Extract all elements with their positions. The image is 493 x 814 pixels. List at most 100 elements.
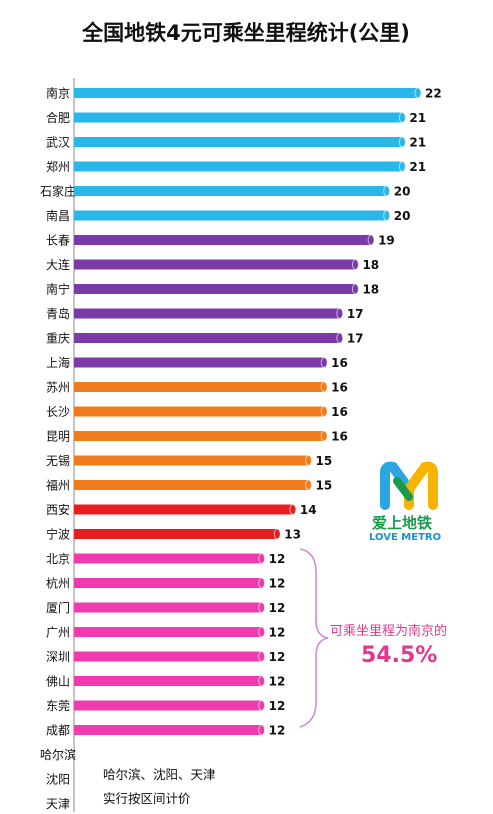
- value-label: 16: [331, 356, 348, 370]
- value-label: 12: [269, 699, 286, 713]
- bar: [74, 112, 403, 123]
- bar: [74, 235, 372, 245]
- bar-end-cap: [258, 724, 266, 736]
- bar: [74, 578, 262, 588]
- bar: [74, 333, 340, 343]
- category-label: 深圳: [46, 650, 70, 664]
- value-label: 12: [269, 552, 286, 566]
- bar: [74, 210, 387, 221]
- bar-end-cap: [258, 651, 266, 662]
- love-metro-logo: [380, 461, 438, 510]
- value-label: 21: [409, 111, 426, 125]
- bar-end-cap: [273, 528, 281, 540]
- group-brace: [299, 548, 329, 728]
- bar: [74, 553, 262, 564]
- bar-end-cap: [320, 406, 328, 417]
- category-label: 佛山: [46, 675, 70, 689]
- annotation-percent: 54.5%: [361, 643, 438, 668]
- bar-end-cap: [336, 332, 344, 344]
- value-label: 12: [269, 601, 286, 615]
- category-label: 沈阳: [46, 772, 70, 787]
- category-label: 天津: [46, 797, 70, 811]
- value-label: 12: [269, 724, 286, 738]
- bar-end-cap: [258, 626, 266, 638]
- value-label: 12: [269, 675, 286, 689]
- category-label: 长春: [46, 234, 70, 248]
- value-label: 18: [362, 258, 379, 272]
- category-label: 郑州: [46, 159, 70, 174]
- bar-end-cap: [258, 602, 266, 613]
- bar: [74, 480, 309, 490]
- bar: [74, 700, 262, 711]
- logo-text-en: LOVE METRO: [369, 532, 442, 543]
- bar-end-cap: [398, 161, 406, 172]
- bar-end-cap: [336, 308, 344, 319]
- note-line-1: 哈尔滨、沈阳、天津: [103, 767, 216, 782]
- note-line-2: 实行按区间计价: [103, 791, 191, 806]
- category-label: 石家庄: [40, 184, 76, 199]
- category-label: 广州: [46, 626, 70, 640]
- bar-end-cap: [305, 455, 313, 466]
- bar: [74, 431, 325, 441]
- bar: [74, 259, 356, 270]
- chart-title: 全国地铁4元可乘坐里程统计(公里): [81, 21, 410, 45]
- value-label: 20: [394, 209, 411, 223]
- value-label: 14: [300, 503, 317, 517]
- category-label: 东莞: [46, 699, 70, 713]
- category-label: 合肥: [46, 110, 70, 125]
- bar: [74, 676, 262, 686]
- value-label: 12: [269, 650, 286, 664]
- bar: [74, 627, 262, 637]
- value-label: 19: [378, 234, 395, 248]
- bar-end-cap: [398, 112, 406, 123]
- category-label: 青岛: [46, 306, 70, 321]
- bar: [74, 357, 325, 368]
- category-label: 无锡: [46, 453, 70, 468]
- bar: [74, 455, 309, 466]
- category-label: 长沙: [46, 405, 70, 419]
- category-label: 南昌: [46, 208, 70, 223]
- bar-end-cap: [289, 504, 297, 515]
- value-label: 17: [347, 307, 364, 321]
- bar-end-cap: [367, 234, 375, 246]
- bar: [74, 382, 325, 392]
- value-label: 21: [409, 136, 426, 150]
- value-label: 15: [316, 479, 333, 493]
- logo-text-cn: 爱上地铁: [372, 514, 433, 532]
- bar-end-cap: [414, 87, 422, 99]
- bar: [74, 137, 403, 147]
- bar-end-cap: [320, 357, 328, 368]
- bar: [74, 161, 403, 172]
- value-label: 20: [394, 185, 411, 199]
- category-label: 昆明: [46, 430, 70, 444]
- category-label: 上海: [46, 355, 70, 370]
- value-label: 12: [269, 626, 286, 640]
- bar: [74, 88, 418, 98]
- value-label: 18: [362, 283, 379, 297]
- bar: [74, 186, 387, 196]
- category-label: 福州: [46, 478, 70, 493]
- category-label: 南宁: [46, 282, 70, 297]
- category-label: 西安: [46, 502, 70, 517]
- annotation-text: 可乘坐里程为南京的: [330, 624, 448, 639]
- category-label: 厦门: [46, 600, 70, 615]
- bar-end-cap: [258, 553, 266, 564]
- bar: [74, 529, 278, 539]
- bar-end-cap: [258, 700, 266, 711]
- value-label: 16: [331, 405, 348, 419]
- bar: [74, 406, 325, 417]
- category-label: 成都: [46, 724, 70, 738]
- category-label: 南京: [46, 86, 70, 101]
- category-label: 哈尔滨: [40, 747, 76, 762]
- bar-end-cap: [258, 577, 266, 589]
- value-label: 17: [347, 332, 364, 346]
- bar: [74, 504, 293, 515]
- bar: [74, 308, 340, 319]
- bar-end-cap: [351, 259, 359, 270]
- bar: [74, 651, 262, 662]
- bar-end-cap: [351, 283, 359, 295]
- value-label: 15: [316, 454, 333, 468]
- value-label: 22: [425, 87, 442, 101]
- category-label: 北京: [46, 552, 70, 566]
